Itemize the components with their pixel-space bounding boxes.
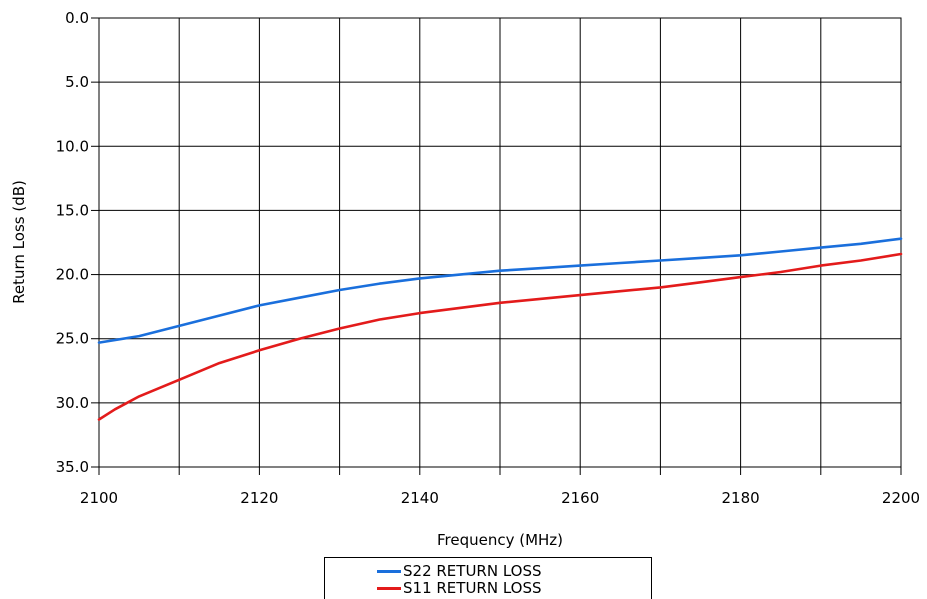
grid	[91, 17, 902, 475]
legend-item-s11: S11 RETURN LOSS	[377, 580, 542, 596]
y-tick-label: 30.0	[56, 394, 89, 412]
y-tick-label: 25.0	[56, 330, 89, 348]
series-line-s11	[97, 252, 903, 421]
x-tick-label: 2120	[240, 489, 278, 507]
y-tick-label: 35.0	[56, 458, 89, 476]
series-layer	[97, 237, 903, 421]
plot-area	[98, 17, 902, 468]
x-tick-label: 2180	[722, 489, 760, 507]
y-tick-label: 15.0	[56, 201, 89, 219]
legend-label-s22: S22 RETURN LOSS	[403, 562, 542, 580]
series-line-s22	[97, 237, 903, 344]
y-axis-title: Return Loss (dB)	[10, 180, 28, 304]
legend-item-s22: S22 RETURN LOSS	[377, 563, 542, 579]
x-tick-labels: 2100 2120 2140 2160 2180 2200	[80, 489, 920, 507]
x-tick-label: 2140	[401, 489, 439, 507]
y-tick-label: 0.0	[65, 9, 89, 27]
legend-swatch-s11	[377, 586, 401, 590]
legend-label-s11: S11 RETURN LOSS	[403, 579, 542, 597]
return-loss-chart: 2100 2120 2140 2160 2180 2200 0.0 5.0 10.0 15.0 2…	[10, 9, 920, 549]
x-tick-label: 2200	[882, 489, 920, 507]
x-tick-label: 2160	[561, 489, 599, 507]
y-tick-label: 20.0	[56, 266, 89, 284]
y-tick-label: 10.0	[56, 137, 89, 155]
y-tick-labels: 0.0 5.0 10.0 15.0 20.0 25.0 30.0 35.0	[56, 9, 89, 476]
x-axis-title: Frequency (MHz)	[437, 531, 563, 549]
legend: S22 RETURN LOSS S11 RETURN LOSS	[324, 557, 652, 599]
plot-frame	[98, 17, 902, 468]
x-tick-label: 2100	[80, 489, 118, 507]
y-tick-label: 5.0	[65, 73, 89, 91]
legend-swatch-s22	[377, 569, 401, 573]
